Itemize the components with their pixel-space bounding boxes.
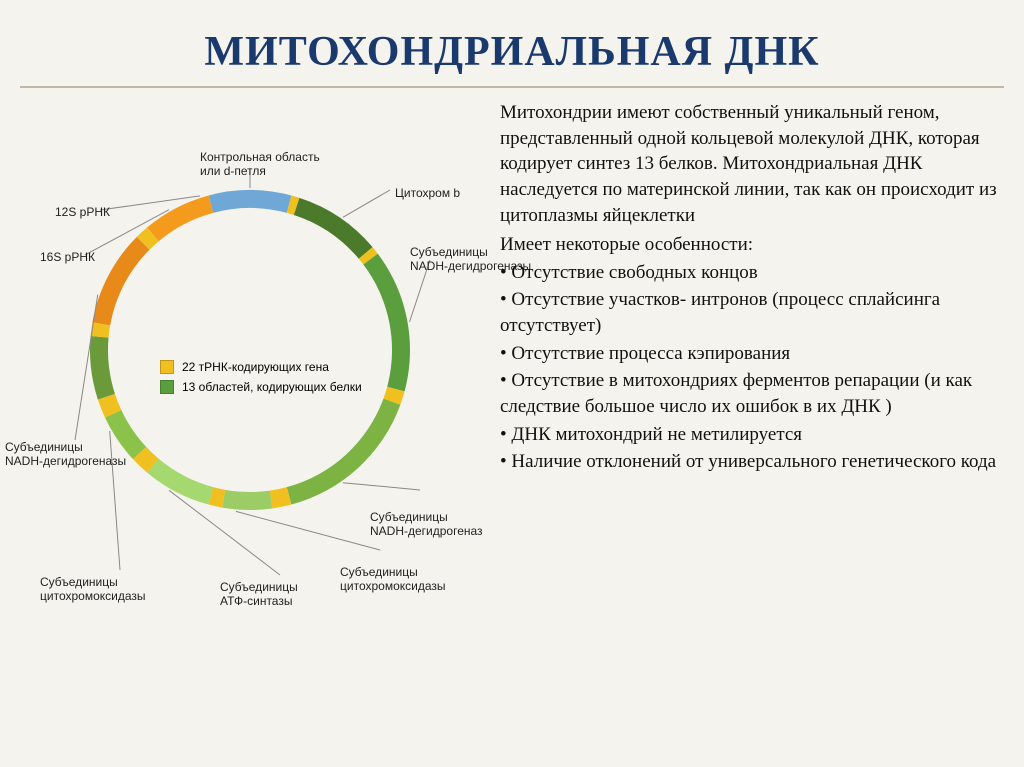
diagram-label: Субъединицы NADH-дегидрогеназы [5, 440, 126, 469]
page-title: МИТОХОНДРИАЛЬНАЯ ДНК [204, 28, 819, 76]
features-heading: Имеет некоторые особенности: [500, 232, 1005, 258]
ring-segment [363, 254, 410, 392]
legend-trna-label: 22 тРНК-кодирующих гена [182, 360, 329, 374]
diagram-label: Контрольная область или d-петля [200, 150, 320, 179]
feature-item: • Отсутствие в митохондриях ферментов ре… [500, 368, 1005, 419]
ring-segment [147, 195, 213, 241]
description-text: Митохондрии имеют собственный уникальный… [500, 100, 1005, 477]
ring-segment [92, 237, 149, 325]
feature-item: • Отсутствие участков- интронов (процесс… [500, 287, 1005, 338]
ring-segment [287, 399, 401, 505]
feature-item: • Наличие отклонений от универсального г… [500, 449, 1005, 475]
diagram-label: Субъединицы цитохромоксидазы [340, 565, 446, 594]
intro-paragraph: Митохондрии имеют собственный уникальный… [500, 100, 1005, 228]
feature-item: • ДНК митохондрий не метилируется [500, 422, 1005, 448]
legend-protein-swatch [160, 380, 174, 394]
mtdna-diagram: 22 тРНК-кодирующих гена 13 областей, код… [0, 100, 500, 700]
ring-segment [147, 459, 213, 505]
legend-trna-swatch [160, 360, 174, 374]
diagram-label: Субъединицы цитохромоксидазы [40, 575, 146, 604]
feature-item: • Отсутствие свободных концов [500, 260, 1005, 286]
legend-trna: 22 тРНК-кодирующих гена [160, 360, 362, 374]
diagram-label: Субъединицы NADH-дегидрогеназ [370, 510, 483, 539]
ring-segment [294, 198, 373, 259]
ring-segment [90, 336, 115, 399]
diagram-label: Цитохром b [395, 186, 460, 200]
legend-protein: 13 областей, кодирующих белки [160, 380, 362, 394]
ring-segment [222, 490, 272, 510]
legend-protein-label: 13 областей, кодирующих белки [182, 380, 362, 394]
feature-item: • Отсутствие процесса кэпирования [500, 341, 1005, 367]
ring-segment [209, 190, 292, 213]
diagram-label: 12S рРНК [55, 205, 110, 219]
mtdna-ring-svg [80, 180, 420, 520]
diagram-label: 16S рРНК [40, 250, 95, 264]
diagram-label: Субъединицы АТФ-синтазы [220, 580, 298, 609]
ring-legend: 22 тРНК-кодирующих гена 13 областей, код… [160, 360, 362, 400]
title-underline [20, 86, 1004, 88]
